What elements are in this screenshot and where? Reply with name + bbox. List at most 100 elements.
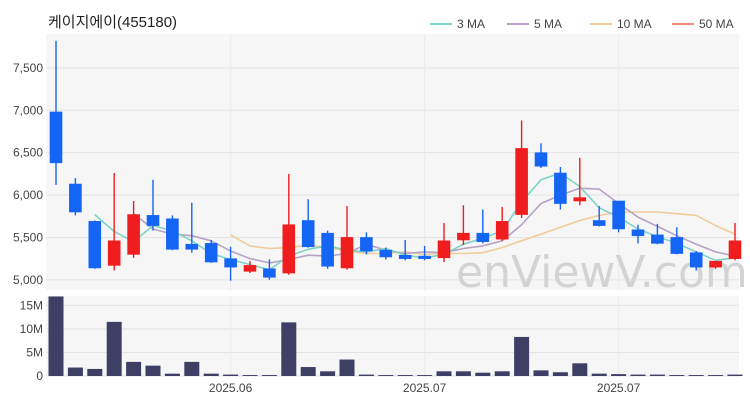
candle xyxy=(166,215,179,251)
ma10-line xyxy=(230,211,736,256)
volume-bar xyxy=(126,361,142,376)
candle-body xyxy=(49,111,63,164)
candle xyxy=(224,246,237,281)
candle xyxy=(573,157,587,206)
x-tick-label: 2025.07 xyxy=(597,381,641,395)
volume-bar xyxy=(611,374,627,376)
volume-tick-label: 0 xyxy=(36,369,43,383)
candle xyxy=(592,206,606,227)
chart-title: 케이지에이(455180) xyxy=(48,14,177,31)
volume-bar xyxy=(164,373,180,376)
candle xyxy=(534,143,548,168)
candle xyxy=(476,209,490,244)
candle xyxy=(728,223,742,261)
legend-label: 10 MA xyxy=(617,17,652,31)
volume-bar xyxy=(397,375,413,376)
volume-bar xyxy=(358,374,374,376)
legend: 3 MA 5 MA 10 MA 50 MA xyxy=(430,17,734,31)
volume-bar xyxy=(533,370,549,376)
candle-body xyxy=(631,229,645,237)
candle-body xyxy=(88,221,102,269)
candle-body xyxy=(224,258,237,268)
volume-bar xyxy=(591,373,607,376)
candle xyxy=(379,247,393,260)
candle-body xyxy=(670,237,684,254)
ma3-line xyxy=(94,172,736,271)
x-tick-label: 2025.06 xyxy=(209,381,253,395)
volume-bar xyxy=(688,375,704,376)
candle-body xyxy=(515,148,528,215)
moving-average-lines xyxy=(94,172,736,271)
candle-body xyxy=(107,240,121,266)
candle xyxy=(263,259,276,280)
volume-bar xyxy=(87,368,103,376)
candle-body xyxy=(457,232,470,241)
volume-tick-label: 10M xyxy=(20,322,43,336)
candle-body xyxy=(398,254,412,259)
candle xyxy=(360,232,373,255)
x-tick-label: 2025.07 xyxy=(403,381,447,395)
candle xyxy=(709,260,722,269)
candle xyxy=(69,178,82,216)
candle-body xyxy=(573,197,587,202)
candle xyxy=(418,245,431,261)
price-tick-label: 7,500 xyxy=(13,61,43,75)
candle xyxy=(340,206,354,270)
volume-bar xyxy=(669,375,685,376)
price-plot-area xyxy=(46,34,739,290)
volume-bar xyxy=(572,363,588,376)
candle-body xyxy=(379,249,393,258)
candle xyxy=(631,224,645,244)
candle xyxy=(49,40,63,185)
candle xyxy=(146,179,160,231)
candle-body xyxy=(263,268,276,278)
candle xyxy=(670,227,684,255)
candle-body xyxy=(554,172,567,204)
volume-bars xyxy=(48,296,743,376)
candle xyxy=(689,251,703,271)
candle xyxy=(398,239,412,261)
volume-bar xyxy=(436,371,452,376)
candle-body xyxy=(340,237,354,269)
volume-bar xyxy=(514,336,530,376)
volume-bar xyxy=(708,375,724,376)
x-axis: 2025.06 2025.07 2025.07 xyxy=(209,381,641,395)
candle-body xyxy=(301,220,315,248)
candle-body xyxy=(321,232,334,267)
volume-bar xyxy=(203,373,219,376)
candle xyxy=(127,200,140,258)
candle-body xyxy=(689,252,703,268)
candle-body xyxy=(360,237,373,252)
candle-body xyxy=(418,255,431,259)
volume-bar xyxy=(417,375,433,376)
candle-body xyxy=(243,265,257,272)
ma5-line xyxy=(133,187,736,264)
volume-bar xyxy=(281,322,297,376)
candle-body xyxy=(495,221,509,240)
volume-bar xyxy=(552,372,568,376)
volume-bar xyxy=(649,374,665,376)
volume-bar xyxy=(67,367,83,376)
candle-body xyxy=(592,220,606,226)
price-tick-label: 5,500 xyxy=(13,230,43,244)
price-tick-label: 5,000 xyxy=(13,273,43,287)
candle xyxy=(515,120,528,218)
volume-bar xyxy=(727,374,743,376)
volume-bar xyxy=(48,296,64,376)
price-tick-label: 6,000 xyxy=(13,188,43,202)
candle xyxy=(243,261,257,274)
volume-tick-label: 5M xyxy=(26,345,43,359)
volume-bar xyxy=(320,371,336,376)
candle-body xyxy=(127,214,140,255)
candle-body xyxy=(612,200,625,230)
volume-bar xyxy=(300,367,316,376)
candle xyxy=(204,239,218,263)
legend-label: 50 MA xyxy=(699,17,734,31)
volume-bar xyxy=(223,374,239,376)
volume-bar xyxy=(145,365,161,376)
candle xyxy=(88,220,102,269)
candle xyxy=(651,223,664,245)
candle-body xyxy=(476,232,490,242)
candle-body xyxy=(709,260,722,268)
